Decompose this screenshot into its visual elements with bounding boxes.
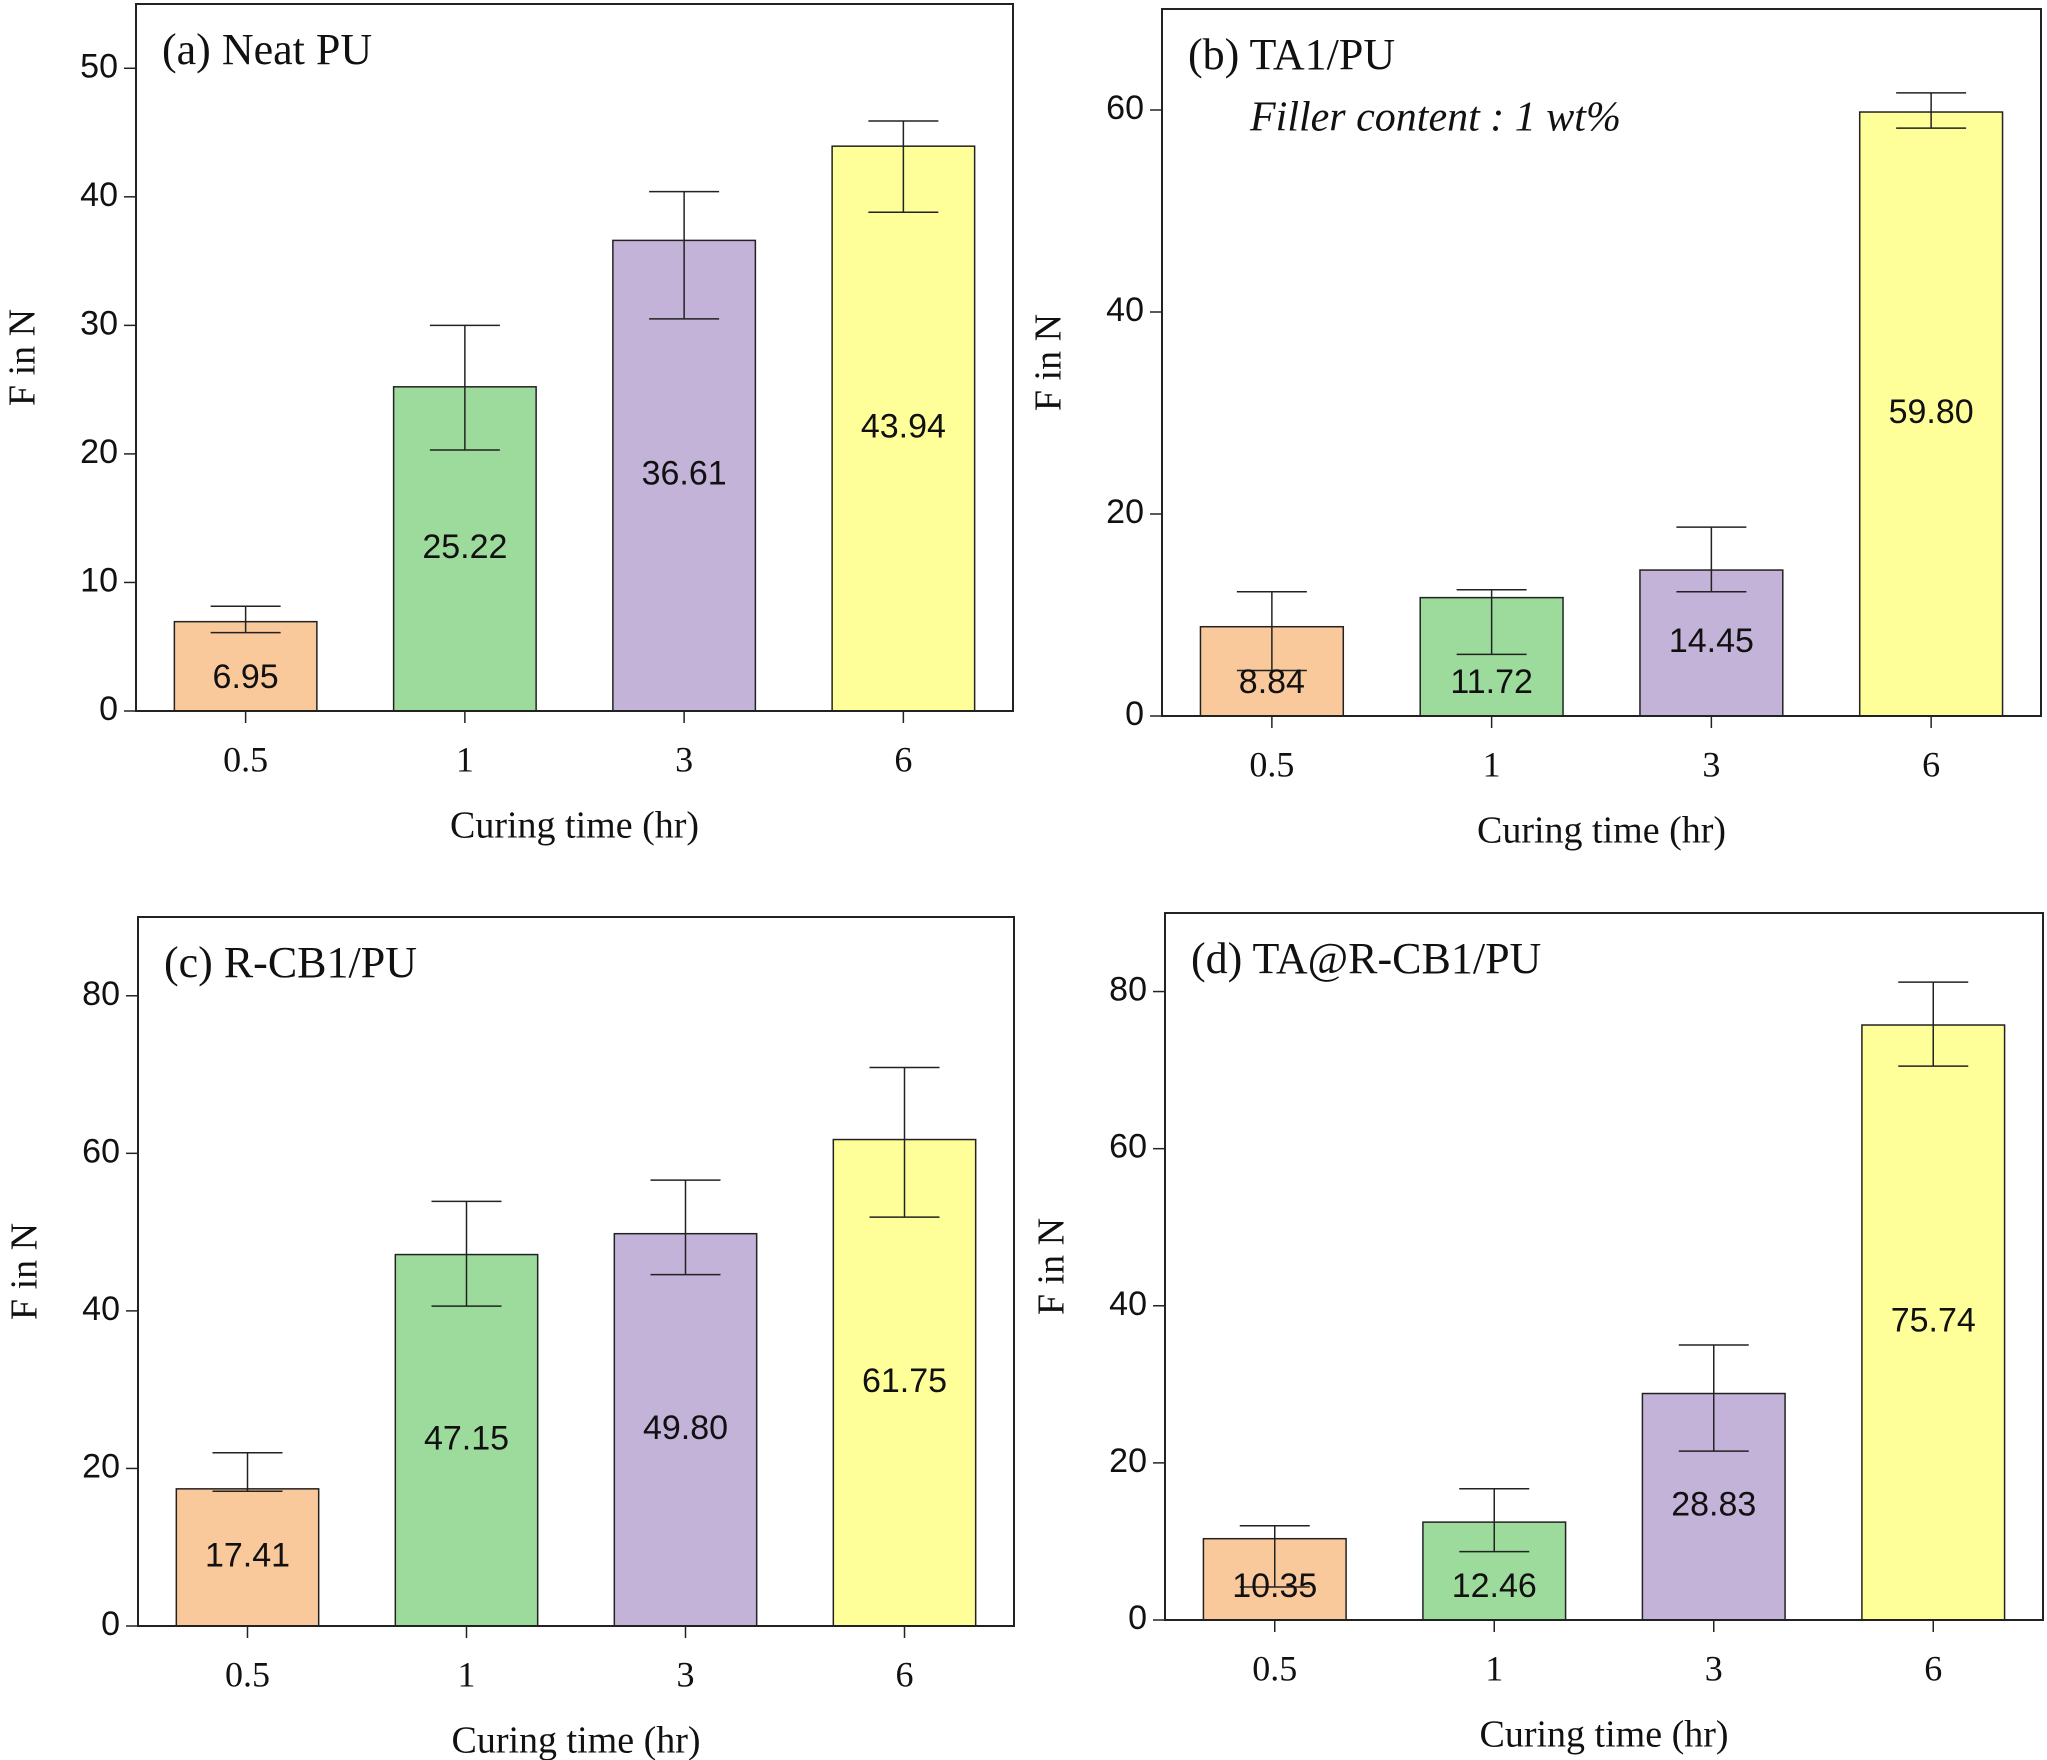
plot-frame <box>137 916 1015 1627</box>
value-label: 17.41 <box>205 1536 290 1574</box>
panel-title: (c) R-CB1/PU <box>164 938 417 987</box>
y-tick-label: 20 <box>82 1447 120 1485</box>
value-label: 12.46 <box>1452 1567 1537 1605</box>
y-tick-label: 20 <box>80 433 118 471</box>
x-tick-label: 3 <box>1702 744 1720 784</box>
value-label: 75.74 <box>1891 1301 1976 1339</box>
annotation: Filler content : 1 wt% <box>1249 95 1621 141</box>
x-tick-label: 1 <box>456 739 474 779</box>
y-axis-label: F in N <box>1031 1218 1073 1315</box>
y-tick-label: 40 <box>82 1290 120 1328</box>
plot-frame <box>1164 912 2044 1621</box>
x-tick-label: 6 <box>1924 1648 1942 1688</box>
y-tick-label: 0 <box>101 1605 120 1643</box>
x-tick-label: 3 <box>677 1654 695 1694</box>
y-tick-label: 30 <box>80 304 118 342</box>
value-label: 43.94 <box>861 408 946 446</box>
x-tick-label: 3 <box>1705 1648 1723 1688</box>
x-axis-label: Curing time (hr) <box>1479 1714 1728 1756</box>
y-tick-label: 20 <box>1106 493 1144 531</box>
y-axis-label: F in N <box>2 309 44 406</box>
bar <box>394 1253 539 1627</box>
value-label: 6.95 <box>213 658 279 696</box>
y-tick-label: 50 <box>80 47 118 85</box>
plot-frame <box>135 3 1014 712</box>
bar <box>1639 569 1784 717</box>
x-axis-label: Curing time (hr) <box>451 1720 700 1760</box>
y-tick-label: 20 <box>1109 1442 1147 1480</box>
value-label: 14.45 <box>1669 622 1754 660</box>
x-tick-label: 6 <box>896 1654 914 1694</box>
y-tick-label: 0 <box>1128 1599 1147 1637</box>
y-tick-label: 60 <box>82 1132 120 1170</box>
bar <box>832 1138 977 1627</box>
y-tick-label: 10 <box>80 561 118 599</box>
value-label: 10.35 <box>1232 1567 1317 1605</box>
value-label: 11.72 <box>1450 663 1533 701</box>
panel-title: (b) TA1/PU <box>1188 30 1395 79</box>
value-label: 28.83 <box>1671 1486 1756 1524</box>
y-tick-label: 60 <box>1106 89 1144 127</box>
x-tick-label: 6 <box>1922 744 1940 784</box>
x-tick-label: 1 <box>1485 1648 1503 1688</box>
y-tick-label: 0 <box>99 690 118 728</box>
y-tick-label: 80 <box>1109 971 1147 1009</box>
x-tick-label: 0.5 <box>225 1654 270 1694</box>
value-label: 36.61 <box>642 455 727 493</box>
bar <box>613 1232 758 1627</box>
x-tick-label: 1 <box>458 1654 476 1694</box>
value-label: 49.80 <box>643 1409 728 1447</box>
y-tick-label: 40 <box>1106 291 1144 329</box>
x-tick-label: 0.5 <box>223 739 268 779</box>
x-tick-label: 6 <box>894 739 912 779</box>
x-tick-label: 0.5 <box>1249 744 1294 784</box>
x-tick-label: 1 <box>1483 744 1501 784</box>
bar <box>173 620 318 712</box>
y-axis-label: F in N <box>4 1223 46 1320</box>
value-label: 8.84 <box>1239 663 1305 701</box>
plot-frame <box>1161 8 2042 717</box>
value-label: 47.15 <box>424 1419 509 1457</box>
y-tick-label: 0 <box>1125 695 1144 733</box>
x-tick-label: 3 <box>675 739 693 779</box>
value-label: 61.75 <box>862 1362 947 1400</box>
x-tick-label: 0.5 <box>1252 1648 1297 1688</box>
y-tick-label: 40 <box>80 176 118 214</box>
value-label: 59.80 <box>1889 393 1974 431</box>
x-axis-label: Curing time (hr) <box>1477 810 1726 852</box>
value-label: 25.22 <box>422 528 507 566</box>
y-tick-label: 80 <box>82 975 120 1013</box>
y-tick-label: 60 <box>1109 1128 1147 1166</box>
panel-title: (a) Neat PU <box>162 25 372 74</box>
x-axis-label: Curing time (hr) <box>450 805 699 847</box>
y-tick-label: 40 <box>1109 1285 1147 1323</box>
y-axis-label: F in N <box>1028 314 1070 411</box>
panel-title: (d) TA@R-CB1/PU <box>1191 934 1541 983</box>
bar <box>1858 111 2004 717</box>
